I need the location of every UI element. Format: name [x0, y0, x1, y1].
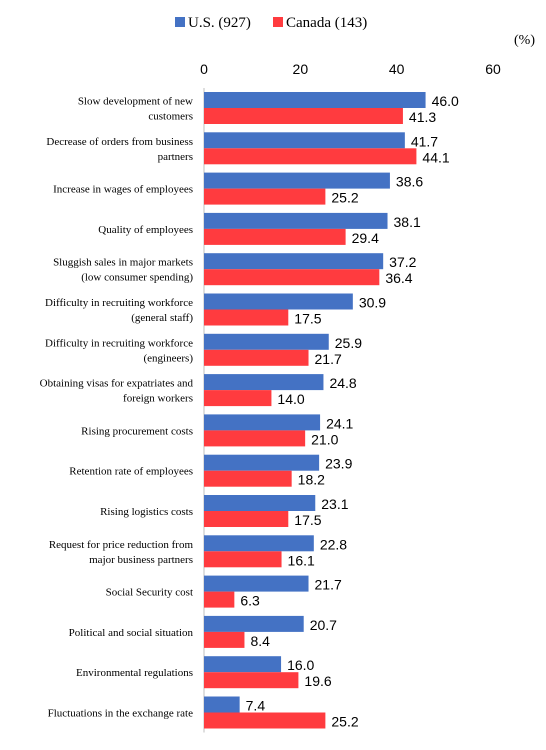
bar-0-15	[204, 696, 240, 713]
category-label-1: Decrease of orders from business partners	[46, 136, 193, 163]
category-label-2: Increase in wages of employees	[53, 184, 193, 196]
legend: U.S. (927) Canada (143)	[175, 15, 367, 31]
bar-0-6	[204, 333, 329, 350]
category-label-4: Sluggish sales in major markets (low cons…	[53, 257, 193, 284]
bar-0-9	[204, 454, 320, 471]
value-label-0-14: 16.0	[287, 657, 314, 673]
value-label-0-10: 23.1	[321, 496, 348, 512]
bar-0-10	[204, 495, 316, 511]
category-label-10: Rising logistics costs	[100, 506, 193, 518]
value-label-1-3: 29.4	[352, 230, 379, 246]
bar-0-11	[204, 535, 314, 552]
bar-1-13	[204, 631, 245, 648]
value-label-0-1: 41.7	[411, 133, 438, 149]
bar-0-4	[204, 253, 384, 270]
bar-1-14	[204, 672, 299, 689]
x-tick-label-1: 20	[293, 61, 309, 77]
bar-1-6	[204, 349, 309, 366]
category-label-0: Slow development of new customers	[78, 96, 193, 123]
category-label-12: Social Security cost	[106, 587, 193, 599]
value-label-0-3: 38.1	[394, 214, 421, 230]
category-label-8: Rising procurement costs	[81, 425, 193, 437]
value-label-0-8: 24.1	[326, 415, 353, 431]
category-label-6: Difficulty in recruiting workforce (engin…	[45, 337, 193, 364]
x-tick-label-3: 60	[485, 61, 501, 77]
category-label-13: Political and social situation	[69, 627, 194, 639]
bar-1-15	[204, 712, 326, 729]
bar-1-10	[204, 511, 289, 527]
bar-1-2	[204, 188, 326, 205]
category-label-11: Request for price reduction from major bu…	[49, 539, 194, 566]
bar-1-9	[204, 470, 292, 487]
category-label-3: Quality of employees	[98, 224, 193, 236]
category-labels: Slow development of new customers Decrease…	[40, 96, 194, 720]
bar-1-8	[204, 430, 306, 447]
legend-label-0: U.S. (927)	[188, 15, 251, 31]
value-label-1-7: 14.0	[277, 391, 304, 407]
value-label-0-2: 38.6	[396, 174, 423, 190]
bar-1-1	[204, 148, 417, 165]
bars: 46.041.3 41.744.1 38.6 25.2 38.1 29.4 37.236.4…	[204, 92, 459, 730]
bar-0-3	[204, 212, 388, 229]
category-label-9: Retention rate of employees	[69, 466, 193, 478]
legend-swatch-0	[175, 17, 185, 27]
bar-0-0	[204, 92, 426, 108]
value-label-0-9: 23.9	[325, 456, 352, 472]
value-label-1-4: 36.4	[385, 270, 412, 286]
bar-1-4	[204, 269, 380, 286]
bar-1-7	[204, 390, 272, 407]
value-label-1-11: 16.1	[288, 552, 315, 568]
value-label-0-15: 7.4	[246, 698, 266, 714]
bar-1-11	[204, 551, 282, 568]
bar-0-8	[204, 414, 321, 431]
value-label-1-9: 18.2	[298, 472, 325, 488]
x-tick-label-2: 40	[389, 61, 405, 77]
bar-1-12	[204, 591, 235, 608]
value-label-1-0: 41.3	[409, 109, 436, 125]
value-label-1-1: 44.1	[422, 149, 449, 165]
bar-0-14	[204, 656, 282, 673]
value-label-0-5: 30.9	[359, 295, 386, 311]
value-label-0-12: 21.7	[315, 577, 342, 593]
value-label-1-5: 17.5	[294, 311, 321, 327]
category-label-7: Obtaining visas for expatriates and forei…	[40, 378, 194, 405]
value-label-0-11: 22.8	[320, 536, 347, 552]
value-label-1-6: 21.7	[315, 351, 342, 367]
value-label-0-7: 24.8	[329, 375, 356, 391]
category-label-14: Environmental regulations	[76, 667, 193, 679]
bar-0-7	[204, 374, 324, 391]
x-tick-label-0: 0	[200, 61, 208, 77]
value-label-1-15: 25.2	[331, 714, 358, 730]
bar-0-1	[204, 132, 405, 149]
value-label-1-14: 19.6	[304, 673, 331, 689]
value-label-1-12: 6.3	[240, 593, 260, 609]
value-label-1-13: 8.4	[250, 633, 270, 649]
bar-1-0	[204, 108, 403, 124]
legend-label-1: Canada (143)	[286, 15, 367, 31]
bar-0-5	[204, 293, 353, 310]
value-label-0-6: 25.9	[335, 335, 362, 351]
value-label-1-8: 21.0	[311, 431, 338, 447]
value-label-1-10: 17.5	[294, 512, 321, 528]
bar-0-12	[204, 575, 309, 592]
value-label-0-13: 20.7	[310, 617, 337, 633]
legend-swatch-1	[273, 17, 283, 27]
category-label-15: Fluctuations in the exchange rate	[48, 708, 194, 720]
value-label-0-0: 46.0	[432, 93, 459, 109]
bar-1-5	[204, 309, 289, 326]
bar-0-2	[204, 172, 390, 189]
x-axis-ticks: 0 20 40 60	[200, 61, 501, 77]
value-label-1-2: 25.2	[331, 190, 358, 206]
category-label-5: Difficulty in recruiting workforce (gener…	[45, 297, 193, 324]
bar-1-3	[204, 228, 346, 245]
value-label-0-4: 37.2	[389, 254, 416, 270]
unit-label: (%)	[514, 33, 535, 48]
bar-0-13	[204, 615, 304, 632]
